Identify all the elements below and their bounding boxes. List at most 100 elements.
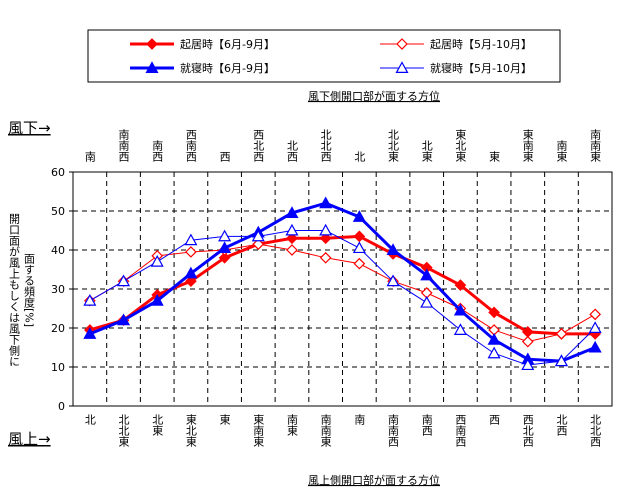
y-tick-label: 20 [51,322,65,335]
data-point [319,223,333,236]
left-top-label: 風下→ [8,119,51,137]
data-point [454,279,467,291]
data-point [521,358,535,371]
y-tick-label: 10 [51,361,65,374]
legend-label: 起居時【5月-10月】 [430,38,532,51]
data-point [218,229,232,242]
x2-tick-label: 南西 [151,140,164,162]
data-point [521,335,534,348]
data-point [286,232,298,245]
x-tick-label: 北東 [151,414,164,437]
x-tick-label: 南東 [285,414,298,437]
data-point [588,340,602,353]
x-tick-label: 西北西 [521,414,534,447]
x2-tick-label: 北北東 [387,129,400,163]
data-point [555,328,568,340]
x2-tick-label: 南南東 [589,129,602,163]
data-point [184,266,198,279]
y-axis-title: 面する頻度[%] [23,253,36,327]
data-point [184,233,198,246]
data-point [251,229,265,242]
data-point [487,346,501,359]
y-tick-label: 30 [51,283,65,296]
data-point [453,303,467,316]
x2-tick-label: 北東 [420,140,433,163]
y-tick-label: 0 [58,400,65,413]
x-tick-label: 東北東 [184,414,197,448]
left-bottom-label: 風上→ [8,430,51,448]
x-tick-label: 北北東 [117,414,130,448]
data-point [420,295,434,308]
y-tick-label: 50 [51,205,65,218]
x2-tick-label: 南東 [555,140,568,163]
data-point [319,232,332,245]
x2-tick-label: 北 [353,151,366,162]
data-point [83,293,97,306]
data-point [352,241,366,254]
data-point [185,246,197,258]
data-point [420,268,434,281]
data-point [218,251,231,264]
x-axis-title: 風上側開口部が面する方位 [308,473,440,487]
data-point [83,327,97,339]
data-point [588,321,602,333]
x2-tick-label: 南 [83,151,96,162]
x-tick-label: 南南西 [387,414,400,447]
data-point [252,238,265,250]
y-tick-label: 60 [51,166,65,179]
legend-marker [395,61,409,73]
series-line [89,243,596,343]
x-tick-label: 東南東 [252,414,265,448]
x2-tick-label: 西北西 [252,129,265,162]
data-point [386,243,400,255]
data-point [285,223,299,236]
data-point [554,354,568,367]
x-tick-label: 南南東 [319,414,332,448]
data-point [150,254,164,267]
legend-label: 就寝時【6月-9月】 [180,61,275,75]
data-point [589,308,602,321]
x-tick-label: 北 [83,414,96,425]
data-point [488,306,500,319]
data-point [353,257,366,270]
x2-tick-label: 西南西 [184,129,197,162]
x2-tick-label: 東南東 [521,129,534,163]
data-point [453,323,467,335]
x-tick-label: 南 [353,414,366,425]
data-point [386,274,400,287]
data-point [352,210,366,222]
legend-box [87,29,561,83]
data-point [487,332,501,345]
data-point [319,251,332,264]
data-point [286,244,298,256]
data-point [185,275,197,288]
legend-marker [145,61,159,73]
data-point [218,241,232,254]
x-tick-label: 東 [218,414,231,426]
x2-tick-label: 北北西 [319,129,332,162]
x-tick-label: 北北西 [589,414,602,447]
x-tick-label: 南西 [420,414,433,436]
x2-tick-label: 南南西 [117,129,130,162]
legend-marker [146,38,158,50]
x-tick-label: 西南西 [454,414,467,447]
data-point [117,313,131,326]
x-tick-label: 北西 [555,414,568,436]
x-tick-label: 西 [488,414,501,425]
y-tick-label: 40 [51,244,65,257]
data-point [319,196,333,209]
data-point [285,206,299,218]
x2-tick-label: 東 [488,151,501,163]
series-line [89,201,596,363]
x2-tick-label: 北西 [285,140,298,162]
y-axis-title: 開口面が風上もしくは風下側に [8,213,21,367]
x2-axis-title: 風下側開口部が面する方位 [308,89,440,103]
legend-marker [396,38,408,50]
data-point [150,293,164,306]
x2-tick-label: 東北東 [454,129,467,163]
legend-label: 就寝時【5月-10月】 [430,61,532,75]
data-point [117,274,131,287]
series-line [89,230,596,366]
legend-label: 起居時【6月-9月】 [180,38,275,51]
